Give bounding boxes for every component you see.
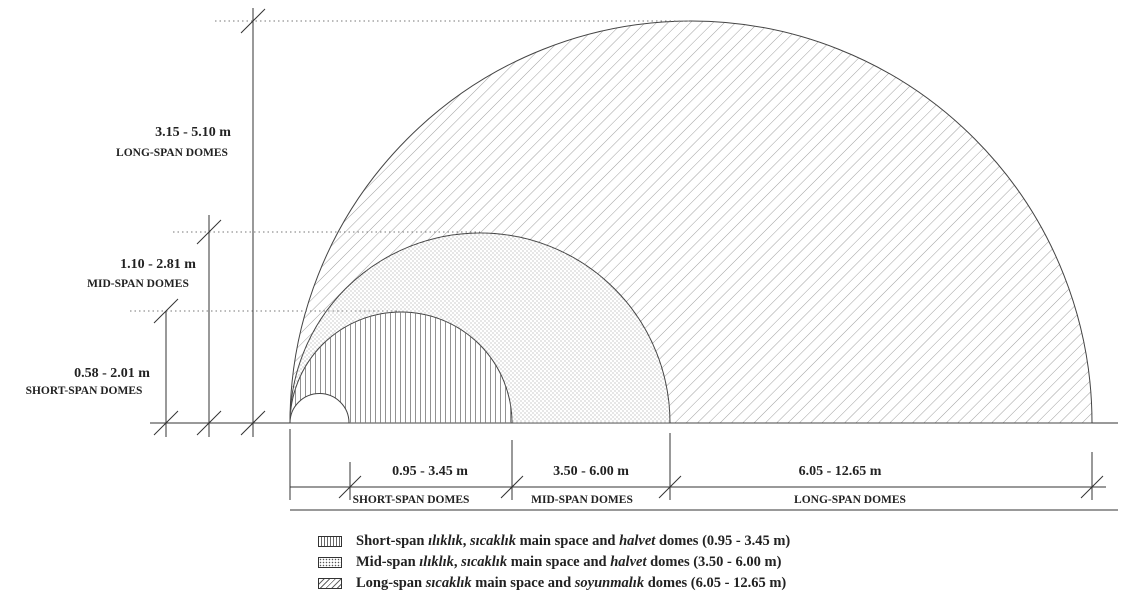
mid-height-range: 1.10 - 2.81 m: [120, 257, 196, 272]
legend-item-long: Long-span sıcaklık main space and soyunm…: [318, 573, 1018, 594]
short-span-dome-fill: [290, 312, 512, 423]
long-span-range: 6.05 - 12.65 m: [799, 464, 882, 479]
long-span-label: LONG-SPAN DOMES: [794, 494, 906, 506]
legend-text: Short-span ılıklık, sıcaklık main space …: [356, 533, 791, 549]
short-span-label: SHORT-SPAN DOMES: [353, 494, 470, 506]
mid-height-label: MID-SPAN DOMES: [87, 278, 189, 290]
span-dim-lines: [289, 429, 1118, 511]
dotted-hatch-swatch-icon: [318, 557, 342, 568]
long-height-range: 3.15 - 5.10 m: [155, 125, 231, 140]
diagonal-hatch-swatch-icon: [318, 578, 342, 589]
smallest-dome: [289, 393, 350, 424]
legend-text: Long-span sıcaklık main space and soyunm…: [356, 575, 787, 591]
short-height-label: SHORT-SPAN DOMES: [26, 385, 143, 397]
span-ticks: [338, 475, 1104, 499]
legend-item-short: Short-span ılıklık, sıcaklık main space …: [318, 531, 1018, 552]
mid-span-label: MID-SPAN DOMES: [531, 494, 633, 506]
mid-span-range: 3.50 - 6.00 m: [553, 464, 629, 479]
vertical-hatch-swatch-icon: [318, 536, 342, 547]
short-height-range: 0.58 - 2.01 m: [74, 366, 150, 381]
short-span-range: 0.95 - 3.45 m: [392, 464, 468, 479]
height-ticks: [153, 8, 266, 436]
legend-item-mid: Mid-span ılıklık, sıcaklık main space an…: [318, 552, 1018, 573]
legend-text: Mid-span ılıklık, sıcaklık main space an…: [356, 554, 782, 570]
legend: Short-span ılıklık, sıcaklık main space …: [318, 531, 1018, 594]
long-height-label: LONG-SPAN DOMES: [116, 147, 228, 159]
